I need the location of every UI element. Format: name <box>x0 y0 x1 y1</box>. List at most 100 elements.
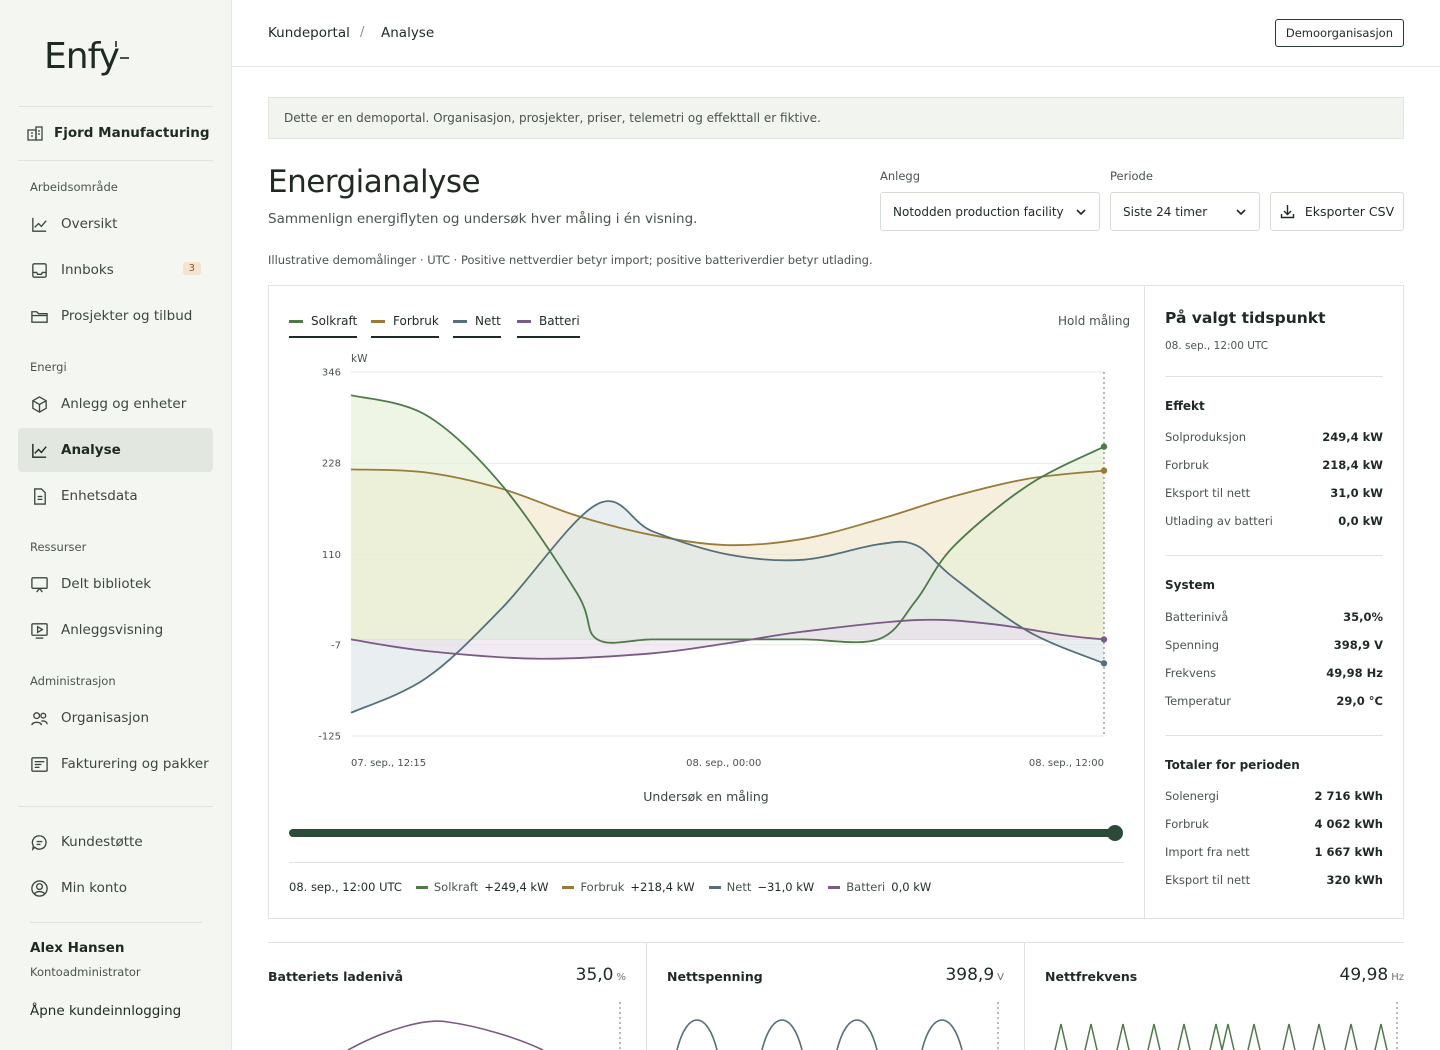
logo-mark-icon <box>115 41 129 59</box>
detail-key: Spenning <box>1165 638 1220 652</box>
detail-key: Import fra nett <box>1165 845 1250 859</box>
detail-group-title: Totaler for perioden <box>1165 758 1300 772</box>
x-tick-label: 08. sep., 00:00 <box>686 758 761 769</box>
readout-swatch <box>415 885 428 889</box>
legend-swatch <box>289 319 303 323</box>
video-icon <box>31 622 48 639</box>
sidebar-item-anleggsvisning[interactable]: Anleggsvisning <box>18 608 213 652</box>
logo[interactable]: Enfy <box>44 36 120 77</box>
legend-label: Batteri <box>539 314 580 328</box>
export-csv-button[interactable]: Eksporter CSV <box>1270 192 1404 231</box>
battery-card-value: 35,0% <box>560 965 626 985</box>
chart-panel <box>268 285 1404 919</box>
sidebar-item-label: Enhetsdata <box>61 488 138 504</box>
legend-batteri[interactable]: Batteri <box>517 314 580 338</box>
frequency-card-value: 49,98 Hz <box>1300 965 1404 985</box>
detail-value: 35,0% <box>1343 610 1383 624</box>
sidebar-item-organisasjon[interactable]: Organisasjon <box>18 696 213 740</box>
divider <box>1165 735 1383 736</box>
y-axis-unit: kW <box>351 353 368 365</box>
divider <box>289 862 1124 863</box>
sidebar-item-delt-bibliotek[interactable]: Delt bibliotek <box>18 562 213 606</box>
readout-value: 0,0 kW <box>891 880 932 894</box>
series-area-nett <box>351 501 1104 713</box>
chevron-down-icon <box>1076 208 1086 215</box>
card-value-unit: V <box>997 972 1004 983</box>
legend-label: Nett <box>475 314 501 328</box>
sidebar-item-enhetsdata[interactable]: Enhetsdata <box>18 474 213 518</box>
detail-value: 320 kWh <box>1326 873 1383 887</box>
breadcrumb-separator: / <box>360 25 365 40</box>
readout-name: Forbruk <box>580 880 625 894</box>
detail-row: Batterinivå 35,0% <box>1165 610 1383 624</box>
facility-label: Anlegg <box>880 169 921 183</box>
detail-row: Solproduksjon 249,4 kW <box>1165 430 1383 444</box>
readout-value: +218,4 kW <box>630 880 695 894</box>
folder-icon <box>31 310 48 323</box>
cursor-point-batteri <box>1100 636 1108 643</box>
y-tick-label: 228 <box>322 459 341 470</box>
y-tick-label: -7 <box>331 640 341 651</box>
divider <box>1165 555 1383 556</box>
sidebar-item-analyse[interactable]: Analyse <box>18 428 213 472</box>
sidebar-item-label: Prosjekter og tilbud <box>61 308 193 324</box>
sidebar-item-min-konto[interactable]: Min konto <box>18 866 213 910</box>
readout-time: 08. sep., 12:00 UTC <box>289 880 402 894</box>
open-customer-login-link[interactable]: Åpne kundeinnlogging <box>30 1003 182 1019</box>
demo-notice: Dette er en demoportal. Organisasjon, pr… <box>268 97 1404 139</box>
detail-key: Forbruk <box>1165 458 1209 472</box>
readout-forbruk: Forbruk +218,4 kW <box>562 880 695 894</box>
readout-swatch <box>562 885 575 889</box>
section-title: Arbeidsområde <box>30 180 118 194</box>
download-icon <box>1280 205 1295 219</box>
facility-select-value: Notodden production facility <box>893 204 1064 219</box>
detail-value: 49,98 Hz <box>1326 666 1383 680</box>
user-role: Kontoadministrator <box>30 965 141 979</box>
hold-measurement-toggle[interactable]: Hold måling <box>1058 314 1131 328</box>
divider <box>18 160 213 161</box>
detail-row: Import fra nett 1 667 kWh <box>1165 845 1383 859</box>
demo-organization-button[interactable]: Demoorganisasjon <box>1274 19 1404 47</box>
sidebar-item-label: Min konto <box>61 880 127 896</box>
sidebar-item-kundestotte[interactable]: Kundestøtte <box>18 820 213 864</box>
voltage-card-value: 398,9 V <box>920 965 1004 985</box>
detail-row: Spenning 398,9 V <box>1165 638 1383 652</box>
panel-divider <box>1144 285 1145 919</box>
detail-key: Temperatur <box>1165 694 1232 708</box>
detail-group-title: System <box>1165 578 1215 592</box>
card-value-number: 35,0 <box>575 965 614 985</box>
legend-swatch <box>517 319 531 323</box>
sidebar-item-innboks[interactable]: Innboks 3 <box>18 248 213 292</box>
legend-solkraft[interactable]: Solkraft <box>289 314 358 338</box>
energy-chart[interactable]: kW 346 228 110 -7 -125 07. sep., 12:15 08. sep.… <box>268 340 1128 780</box>
sidebar-item-anlegg[interactable]: Anlegg og enheter <box>18 382 213 426</box>
time-slider-thumb[interactable] <box>1107 825 1123 841</box>
facility-select[interactable]: Notodden production facility <box>880 192 1100 231</box>
page-title: Energianalyse <box>268 164 481 200</box>
sidebar-item-prosjekter[interactable]: Prosjekter og tilbud <box>18 294 213 338</box>
breadcrumb-home[interactable]: Kundeportal <box>268 25 350 41</box>
detail-value: 29,0 °C <box>1336 694 1383 708</box>
detail-key: Solproduksjon <box>1165 430 1247 444</box>
detail-value: 1 667 kWh <box>1314 845 1383 859</box>
time-slider-track[interactable] <box>289 829 1115 837</box>
legend-forbruk[interactable]: Forbruk <box>371 314 439 338</box>
sidebar-item-label: Organisasjon <box>61 710 149 726</box>
org-switcher[interactable]: Fjord Manufacturing <box>26 124 210 142</box>
detail-key: Utlading av batteri <box>1165 514 1273 528</box>
battery-mini-chart <box>347 1002 621 1050</box>
period-select[interactable]: Siste 24 timer <box>1110 192 1260 231</box>
detail-group-title: Effekt <box>1165 399 1205 413</box>
detail-time: 08. sep., 12:00 UTC <box>1165 340 1269 352</box>
sidebar: Enfy Fjord Manufacturing Arbeidsområde O… <box>0 0 232 1050</box>
chat-icon <box>31 834 47 851</box>
detail-key: Forbruk <box>1165 817 1209 831</box>
legend-nett[interactable]: Nett <box>453 314 501 338</box>
sidebar-item-oversikt[interactable]: Oversikt <box>18 202 213 246</box>
divider <box>18 806 213 807</box>
readout-nett: Nett −31,0 kW <box>708 880 814 894</box>
document-icon <box>34 487 46 505</box>
period-label: Periode <box>1110 169 1153 183</box>
readout-name: Batteri <box>846 880 886 894</box>
sidebar-item-fakturering[interactable]: Fakturering og pakker <box>18 742 213 786</box>
